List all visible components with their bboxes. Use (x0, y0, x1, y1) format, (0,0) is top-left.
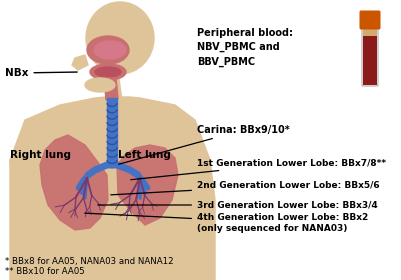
Polygon shape (72, 55, 88, 70)
Polygon shape (104, 78, 118, 100)
Text: Carina: BBx9/10*: Carina: BBx9/10* (119, 125, 290, 164)
Text: Peripheral blood:
NBV_PBMC and
BBV_PBMC: Peripheral blood: NBV_PBMC and BBV_PBMC (197, 28, 293, 67)
Text: 3rd Generation Lower Lobe: BBx3/4: 3rd Generation Lower Lobe: BBx3/4 (98, 200, 378, 209)
Ellipse shape (87, 36, 129, 64)
Bar (363, 28, 377, 85)
Text: 2nd Generation Lower Lobe: BBx5/6: 2nd Generation Lower Lobe: BBx5/6 (111, 181, 380, 195)
Text: Left lung: Left lung (118, 150, 171, 160)
Text: 1st Generation Lower Lobe: BBx7/8**: 1st Generation Lower Lobe: BBx7/8** (131, 158, 386, 180)
Polygon shape (117, 145, 178, 225)
Ellipse shape (85, 78, 115, 92)
Polygon shape (40, 135, 108, 230)
Text: Right lung: Right lung (10, 150, 71, 160)
Text: ** BBx10 for AA05: ** BBx10 for AA05 (5, 267, 85, 276)
Polygon shape (10, 97, 215, 280)
Bar (363, 28, 377, 36)
Text: 4th Generation Lower Lobe: BBx2
(only sequenced for NANA03): 4th Generation Lower Lobe: BBx2 (only se… (85, 213, 368, 233)
Ellipse shape (90, 64, 126, 80)
Text: * BBx8 for AA05, NANA03 and NANA12: * BBx8 for AA05, NANA03 and NANA12 (5, 257, 174, 266)
Ellipse shape (94, 41, 126, 59)
Text: NBx: NBx (5, 68, 77, 78)
Polygon shape (10, 155, 38, 280)
Ellipse shape (95, 67, 121, 77)
Ellipse shape (86, 2, 154, 74)
FancyBboxPatch shape (360, 10, 381, 29)
Polygon shape (107, 98, 117, 165)
Polygon shape (103, 72, 122, 102)
